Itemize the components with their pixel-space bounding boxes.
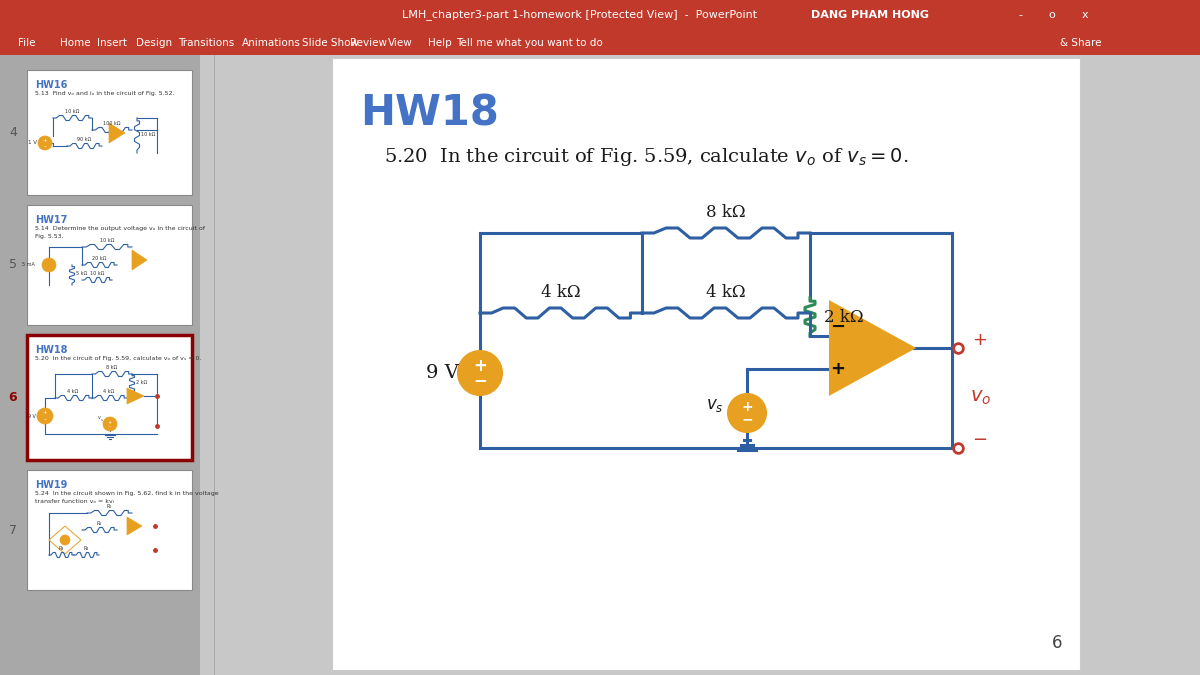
Text: +: +: [972, 331, 986, 349]
Circle shape: [37, 408, 53, 424]
Text: transfer function vₒ = kvᵢ: transfer function vₒ = kvᵢ: [35, 499, 114, 504]
Text: HW18: HW18: [360, 93, 499, 135]
Circle shape: [103, 417, 118, 431]
Text: 9 V: 9 V: [426, 364, 458, 382]
Text: Home: Home: [60, 38, 91, 47]
Text: R₂: R₂: [96, 521, 102, 526]
Text: $v_o$: $v_o$: [970, 389, 991, 407]
Bar: [28, 70, 192, 195]
Text: Insert: Insert: [97, 38, 127, 47]
Text: −: −: [473, 371, 487, 389]
Text: 10 kΩ: 10 kΩ: [142, 132, 155, 137]
Text: +: +: [43, 410, 47, 416]
Circle shape: [38, 136, 52, 150]
Text: DANG PHAM HONG: DANG PHAM HONG: [811, 10, 929, 20]
Bar: [28, 205, 192, 325]
Text: 20 kΩ: 20 kΩ: [92, 256, 106, 261]
Text: R₃: R₃: [59, 546, 64, 551]
Text: 90 kΩ: 90 kΩ: [77, 137, 91, 142]
Text: 5 kΩ: 5 kΩ: [76, 271, 88, 276]
Text: Help: Help: [428, 38, 451, 47]
Text: −: −: [830, 318, 846, 336]
Text: 9 V: 9 V: [28, 414, 36, 418]
Polygon shape: [127, 517, 142, 535]
Polygon shape: [109, 123, 125, 143]
Circle shape: [42, 258, 56, 272]
Text: x: x: [1081, 10, 1088, 20]
Text: HW16: HW16: [35, 80, 67, 90]
Text: R₄: R₄: [83, 546, 89, 551]
Text: Design: Design: [136, 38, 172, 47]
Text: +: +: [742, 400, 752, 414]
Text: HW17: HW17: [35, 215, 67, 225]
Text: 10 kΩ: 10 kΩ: [65, 109, 79, 114]
Text: 5.14  Determine the output voltage vₒ in the circuit of: 5.14 Determine the output voltage vₒ in …: [35, 226, 205, 231]
Text: 5: 5: [10, 259, 17, 271]
Text: Transitions: Transitions: [178, 38, 234, 47]
Text: +: +: [108, 419, 112, 425]
Text: File: File: [18, 38, 36, 47]
Text: Slide Show: Slide Show: [302, 38, 359, 47]
Text: Review: Review: [350, 38, 386, 47]
Text: $v_s$: $v_s$: [706, 396, 724, 414]
Text: 2 kΩ: 2 kΩ: [136, 380, 148, 385]
Text: 7: 7: [10, 524, 17, 537]
Text: 5.24  In the circuit shown in Fig. 5.62, find k in the voltage: 5.24 In the circuit shown in Fig. 5.62, …: [35, 491, 218, 496]
Text: 100 kΩ: 100 kΩ: [103, 121, 121, 126]
Text: R₁: R₁: [107, 504, 112, 509]
Text: 4 kΩ: 4 kΩ: [103, 389, 115, 394]
Text: 10 kΩ: 10 kΩ: [100, 238, 114, 243]
Text: +: +: [43, 138, 47, 144]
Text: 2 kΩ: 2 kΩ: [824, 308, 864, 325]
Bar: [200, 55, 214, 675]
Bar: [332, 58, 1080, 670]
Text: 6: 6: [1051, 634, 1062, 652]
Text: v: v: [97, 415, 101, 420]
Text: s: s: [101, 418, 103, 422]
Text: 8 kΩ: 8 kΩ: [706, 204, 746, 221]
Text: 1 V: 1 V: [28, 140, 36, 146]
Polygon shape: [830, 302, 914, 394]
Text: 4 kΩ: 4 kΩ: [541, 284, 581, 301]
Bar: [1090, 55, 1104, 675]
Text: -: -: [109, 425, 112, 429]
Polygon shape: [127, 388, 144, 404]
Text: 5.13  Find vₒ and iₒ in the circuit of Fig. 5.52.: 5.13 Find vₒ and iₒ in the circuit of Fi…: [35, 91, 174, 96]
Text: o: o: [1049, 10, 1055, 20]
Text: Fig. 5.53.: Fig. 5.53.: [35, 234, 64, 239]
Text: 5.20  In the circuit of Fig. 5.59, calculate $v_o$ of $v_s = 0$.: 5.20 In the circuit of Fig. 5.59, calcul…: [384, 146, 908, 168]
Text: -: -: [43, 416, 47, 422]
Text: 6: 6: [8, 391, 17, 404]
Text: 5 mA: 5 mA: [22, 263, 35, 267]
Text: +: +: [830, 360, 846, 378]
Text: +: +: [473, 357, 487, 375]
Bar: [215, 55, 1090, 675]
Text: 8 kΩ: 8 kΩ: [107, 365, 118, 370]
Circle shape: [60, 535, 70, 545]
Circle shape: [728, 394, 766, 432]
Text: −: −: [742, 412, 752, 426]
Bar: [28, 335, 192, 460]
Text: -: -: [43, 143, 47, 149]
Bar: [0, 0, 1200, 30]
Text: HW19: HW19: [35, 480, 67, 490]
Text: 4 kΩ: 4 kΩ: [67, 389, 79, 394]
Text: 5.20  In the circuit of Fig. 5.59, calculate vₒ of vₛ = 0.: 5.20 In the circuit of Fig. 5.59, calcul…: [35, 356, 202, 361]
Text: Tell me what you want to do: Tell me what you want to do: [456, 38, 602, 47]
Bar: [0, 30, 1200, 55]
Text: 4 kΩ: 4 kΩ: [706, 284, 746, 301]
Text: −: −: [972, 431, 988, 449]
Text: -: -: [1018, 10, 1022, 20]
Bar: [0, 55, 215, 675]
Text: 4: 4: [10, 126, 17, 139]
Text: HW18: HW18: [35, 345, 67, 355]
Text: 10 kΩ: 10 kΩ: [90, 271, 104, 276]
Text: LMH_chapter3-part 1-homework [Protected View]  -  PowerPoint: LMH_chapter3-part 1-homework [Protected …: [402, 9, 757, 20]
Polygon shape: [132, 250, 148, 270]
Text: View: View: [388, 38, 413, 47]
Text: & Share: & Share: [1060, 38, 1102, 47]
Bar: [28, 470, 192, 590]
Circle shape: [458, 351, 502, 395]
Text: Animations: Animations: [242, 38, 301, 47]
